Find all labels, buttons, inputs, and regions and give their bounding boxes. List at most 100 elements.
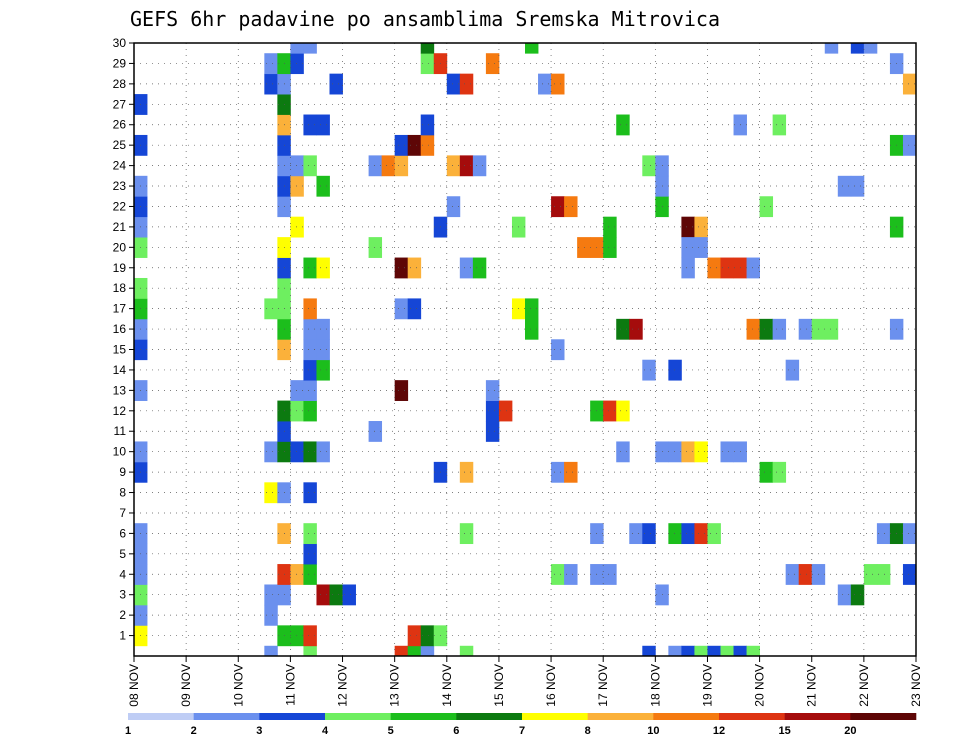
heatmap-cell	[394, 155, 409, 177]
heatmap-cell	[446, 196, 461, 218]
y-tick-label: 20	[113, 240, 127, 254]
heatmap-cell	[342, 584, 356, 606]
heatmap-cell	[498, 400, 513, 422]
legend-color-swatch	[390, 713, 457, 720]
heatmap-cell	[616, 318, 630, 340]
heatmap-cell	[564, 564, 578, 585]
heatmap-cell	[303, 43, 317, 54]
heatmap-cell	[459, 73, 474, 95]
legend-label: 5	[388, 725, 394, 737]
y-tick-label: 1	[119, 629, 126, 643]
heatmap-cell	[902, 523, 917, 545]
legend-color-swatch	[259, 713, 326, 720]
heatmap-cell	[668, 441, 682, 463]
legend-color-swatch	[325, 713, 391, 720]
y-tick-label: 2	[119, 608, 126, 622]
x-tick-label: 11 NOV	[283, 664, 297, 706]
heatmap-cell	[694, 237, 708, 258]
heatmap-cell	[772, 461, 787, 483]
y-tick-label: 3	[119, 588, 126, 602]
heatmap-cell	[316, 339, 330, 361]
heatmap-cell	[303, 543, 317, 565]
heatmap-cell	[303, 318, 317, 340]
heatmap-cell	[316, 359, 330, 381]
heatmap-cell	[303, 564, 317, 585]
y-tick-label: 26	[113, 118, 127, 132]
heatmap-cell	[459, 155, 474, 177]
heatmap-cell	[290, 380, 304, 401]
heatmap-cell	[551, 339, 565, 361]
y-tick-label: 23	[113, 179, 127, 193]
heatmap-cell	[459, 461, 474, 483]
heatmap-cell	[316, 257, 330, 279]
heatmap-cell	[681, 216, 695, 238]
legend-color-swatch	[128, 713, 194, 720]
y-tick-label: 5	[119, 547, 126, 561]
chart-title: GEFS 6hr padavine po ansamblima Sremska …	[130, 7, 720, 31]
heatmap-cell	[394, 257, 409, 279]
heatmap-cell	[759, 461, 774, 483]
y-tick-label: 29	[113, 56, 127, 70]
legend-color-swatch	[719, 713, 785, 720]
legend-label: 3	[256, 725, 262, 737]
legend-label: 8	[585, 725, 591, 737]
y-tick-label: 21	[113, 220, 127, 234]
heatmap-cell	[407, 645, 422, 657]
heatmap-cell	[551, 564, 565, 585]
legend-label: 7	[519, 725, 525, 737]
heatmap-cell	[616, 400, 630, 422]
y-tick-label: 28	[113, 77, 127, 91]
legend-label: 10	[647, 725, 659, 737]
heatmap-cell	[681, 441, 695, 463]
heatmap-cell	[420, 53, 435, 75]
heatmap-cell	[420, 625, 435, 647]
heatmap-cell	[368, 237, 383, 258]
legend-label: 4	[322, 725, 329, 737]
heatmap-cell	[863, 43, 878, 54]
y-tick-label: 11	[114, 424, 127, 438]
heatmap-cell	[485, 421, 500, 442]
legend-color-swatch	[522, 713, 588, 720]
heatmap-cell	[551, 196, 565, 218]
heatmap-cell	[394, 134, 409, 156]
x-tick-label: 16 NOV	[544, 664, 558, 707]
heatmap-cell	[785, 564, 800, 585]
heatmap-cell	[668, 359, 682, 381]
heatmap-cell	[303, 645, 317, 657]
heatmap-cell	[290, 43, 304, 54]
heatmap-cell	[264, 441, 278, 463]
heatmap-cell	[850, 43, 865, 54]
legend-color-swatch	[850, 713, 917, 720]
heatmap-cell	[316, 318, 330, 340]
legend-label: 15	[779, 725, 791, 737]
heatmap-cell	[329, 73, 343, 95]
heatmap-cell	[876, 523, 891, 545]
heatmap-cell	[303, 400, 317, 422]
heatmap-cell	[798, 318, 813, 340]
heatmap-cell	[681, 645, 695, 657]
heatmap-cell	[303, 625, 317, 647]
heatmap-cell	[681, 257, 695, 279]
heatmap-cell	[850, 584, 865, 606]
heatmap-cell	[668, 523, 682, 545]
heatmap-cell	[525, 298, 539, 320]
heatmap-cell	[303, 523, 317, 545]
heatmap-cell	[394, 380, 409, 401]
heatmap-cell	[694, 216, 708, 238]
heatmap-cell	[316, 175, 330, 197]
y-tick-label: 4	[119, 567, 126, 581]
heatmap-cell	[694, 523, 708, 545]
heatmap-cell	[420, 114, 435, 136]
heatmap-cell	[603, 400, 617, 422]
heatmap-cell	[525, 318, 539, 340]
y-tick-label: 12	[113, 404, 127, 418]
legend-label: 20	[844, 725, 856, 737]
heatmap-cell	[264, 482, 278, 504]
heatmap-cell	[837, 584, 852, 606]
legend-label: 1	[125, 725, 131, 737]
heatmap-cell	[290, 625, 304, 647]
heatmap-cell	[681, 237, 695, 258]
heatmap-cell	[551, 461, 565, 483]
x-tick-label: 13 NOV	[388, 664, 402, 707]
heatmap-cell	[525, 43, 539, 54]
